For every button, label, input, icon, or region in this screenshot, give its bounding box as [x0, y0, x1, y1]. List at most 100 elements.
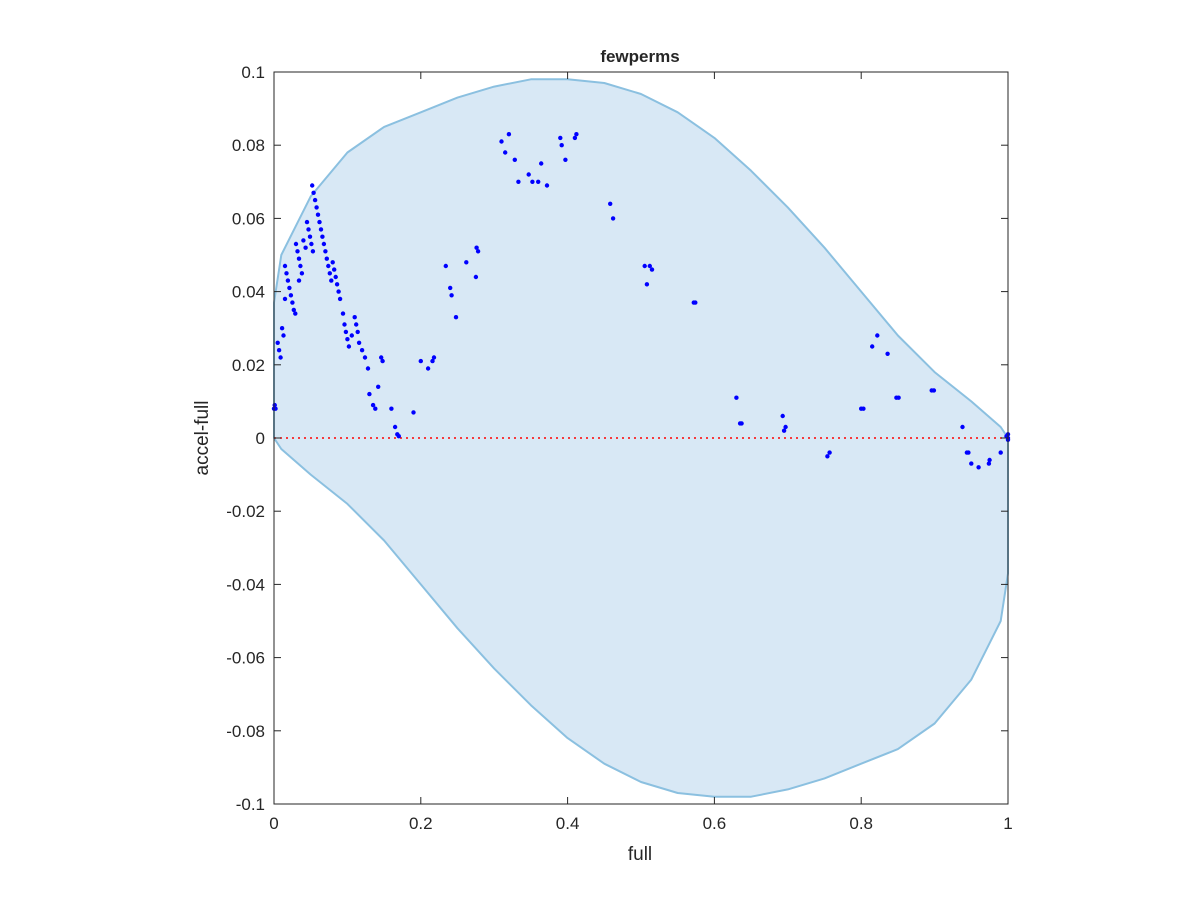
data-point [389, 406, 394, 411]
data-point [307, 234, 313, 239]
data-point [739, 421, 744, 426]
data-point [299, 271, 305, 276]
data-point [512, 157, 517, 162]
data-point [430, 358, 435, 364]
data-point [310, 249, 316, 254]
data-point [392, 424, 398, 430]
data-point [499, 139, 504, 144]
data-point [352, 315, 357, 320]
data-point [332, 267, 337, 272]
data-point [379, 355, 384, 360]
data-point [572, 135, 578, 141]
data-point [282, 263, 288, 269]
data-point [310, 183, 315, 188]
data-point [563, 157, 568, 162]
data-point [284, 271, 289, 276]
data-point [296, 256, 302, 261]
y-tick-label: 0 [256, 429, 265, 448]
data-point [373, 406, 378, 411]
y-axis-label: accel-full [192, 401, 213, 476]
data-point [288, 293, 294, 298]
data-point [343, 329, 349, 335]
data-point [536, 179, 541, 184]
data-point [516, 179, 521, 184]
data-point [327, 271, 332, 276]
data-point [287, 285, 292, 291]
data-point [318, 227, 324, 232]
data-point [301, 238, 306, 243]
data-point [336, 289, 341, 294]
data-point [315, 212, 321, 217]
data-point [610, 216, 616, 221]
data-point [875, 333, 880, 338]
data-point [290, 300, 295, 305]
data-point [827, 450, 832, 455]
data-point [780, 413, 785, 419]
data-point [783, 424, 788, 430]
data-point [987, 457, 992, 463]
data-point [337, 296, 343, 302]
data-point [279, 326, 285, 331]
data-point [642, 263, 647, 269]
chart-title: fewperms [600, 47, 679, 66]
y-tick-label: 0.08 [232, 136, 265, 155]
data-point [503, 150, 508, 155]
data-point [558, 135, 563, 141]
data-point [530, 179, 535, 184]
data-point [539, 161, 544, 166]
x-tick-label: 0.8 [849, 814, 873, 833]
data-point [986, 461, 992, 466]
data-point [896, 395, 901, 400]
x-tick-label: 0.6 [703, 814, 727, 833]
x-tick-label: 0.2 [409, 814, 433, 833]
data-point [825, 454, 830, 459]
data-point [998, 450, 1003, 455]
data-point [475, 249, 481, 254]
data-point [285, 278, 291, 283]
data-point [342, 322, 347, 327]
data-point [885, 351, 890, 356]
data-point [362, 355, 368, 360]
data-point [431, 355, 437, 360]
data-point [418, 358, 423, 364]
data-point [345, 337, 350, 342]
data-point [449, 293, 454, 298]
data-point [298, 263, 303, 269]
data-point [293, 241, 299, 247]
data-point [453, 315, 459, 320]
data-point [346, 344, 352, 349]
y-tick-label: 0.02 [232, 356, 265, 375]
data-point [966, 450, 971, 455]
data-point [320, 234, 325, 239]
data-point [295, 249, 300, 254]
data-point [464, 260, 469, 265]
data-point [282, 296, 288, 302]
data-point [359, 348, 365, 353]
data-point [649, 267, 655, 272]
data-point [976, 465, 981, 470]
data-point [425, 366, 431, 371]
data-point [870, 344, 875, 349]
x-tick-label: 0.4 [556, 814, 580, 833]
data-point [330, 260, 335, 265]
data-point [275, 340, 280, 345]
y-tick-label: 0.06 [232, 209, 265, 228]
data-point [281, 333, 286, 338]
data-point [314, 205, 319, 210]
y-tick-label: 0.1 [241, 63, 265, 82]
y-tick-label: 0.04 [232, 283, 265, 302]
y-tick-label: -0.08 [226, 722, 265, 741]
data-point [317, 219, 322, 225]
x-axis-label: full [628, 844, 652, 865]
data-point [293, 311, 298, 316]
data-point [367, 391, 372, 397]
data-point [526, 172, 531, 177]
data-point [321, 241, 327, 247]
data-point [356, 340, 362, 345]
data-point [278, 355, 283, 360]
data-point [969, 461, 974, 466]
data-point [311, 190, 316, 195]
x-tick-label: 0 [269, 814, 278, 833]
